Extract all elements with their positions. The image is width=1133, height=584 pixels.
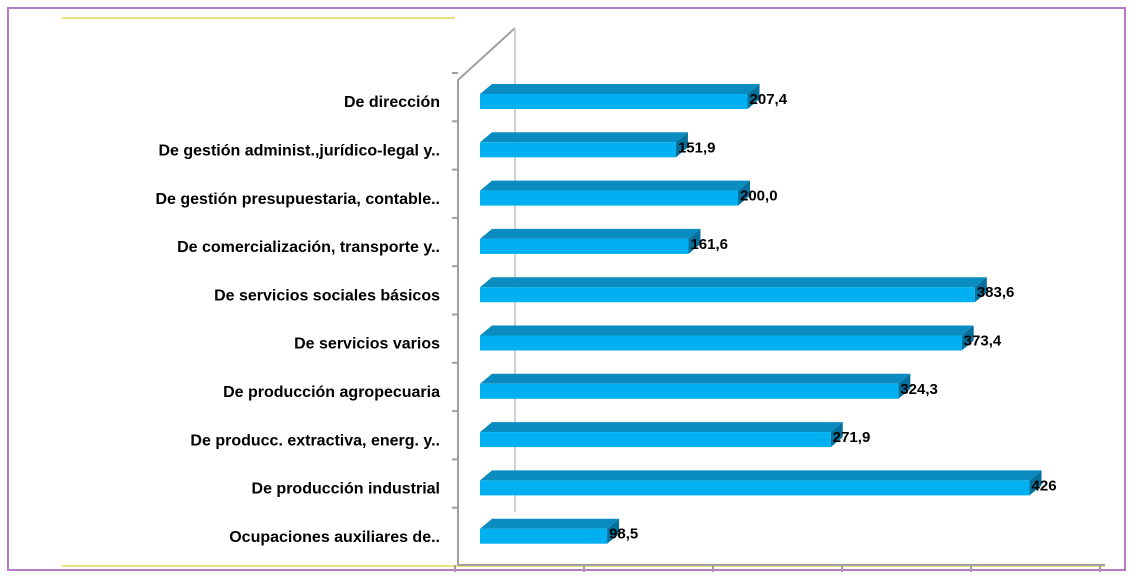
value-label: 200,0 [740, 188, 778, 205]
category-label: Ocupaciones auxiliares de.. [229, 529, 440, 546]
bar-front [480, 335, 962, 351]
bar-end [974, 277, 987, 303]
value-label: 383,6 [977, 284, 1015, 301]
bar [480, 518, 620, 544]
value-label: 324,3 [900, 381, 938, 398]
bar-end [898, 373, 911, 399]
bar-front [480, 528, 608, 544]
bar-end [961, 325, 974, 351]
bar-front [480, 287, 975, 303]
bar-end [688, 228, 701, 254]
bar-end [747, 84, 760, 109]
bar-front [480, 94, 748, 109]
bar-top [480, 325, 974, 336]
bar-top [480, 84, 760, 94]
value-label: 161,6 [690, 236, 728, 253]
bar-top [480, 277, 987, 288]
bar-top [480, 180, 750, 191]
bar-top [480, 132, 688, 143]
value-label: 98,5 [609, 526, 638, 543]
bar [480, 373, 911, 399]
bar [480, 277, 987, 303]
bar-front [480, 238, 689, 254]
bar-top [480, 373, 911, 384]
category-label: De producción agropecuaria [223, 384, 440, 401]
bar [480, 325, 974, 351]
bar-front [480, 383, 899, 399]
bar [480, 422, 843, 448]
category-label: De servicios sociales básicos [214, 287, 440, 304]
bar-end [675, 132, 688, 158]
bar [480, 84, 760, 109]
bar [480, 180, 750, 206]
bar-top [480, 518, 620, 529]
value-label: 151,9 [678, 139, 716, 156]
value-label: 373,4 [964, 332, 1002, 349]
wall-edge [457, 27, 516, 81]
bar-end [738, 180, 750, 206]
category-label: De servicios varios [294, 336, 440, 353]
category-label: De producción industrial [252, 481, 440, 498]
bar-top [480, 470, 1042, 481]
category-label: De gestión administ.,jurídico-legal y.. [158, 143, 440, 160]
value-label: 426 [1032, 477, 1057, 494]
bar-end [1029, 470, 1042, 496]
bar-end [830, 422, 843, 448]
bar [480, 132, 688, 158]
category-label: De comercialización, transporte y.. [177, 239, 440, 256]
bar-front [480, 142, 676, 158]
value-label: 271,9 [833, 429, 871, 446]
value-label: 207,4 [750, 91, 788, 108]
bar [480, 470, 1042, 496]
bar-front [480, 480, 1030, 496]
bar-top [480, 228, 701, 239]
bar-end [607, 518, 620, 544]
category-label: De producc. extractiva, energ. y.. [190, 432, 440, 449]
bar-top [480, 422, 843, 433]
category-label: De gestión presupuestaria, contable.. [155, 191, 440, 208]
bar-front [480, 190, 738, 206]
bar-front [480, 432, 831, 448]
bar [480, 228, 701, 254]
category-label: De dirección [344, 94, 440, 111]
